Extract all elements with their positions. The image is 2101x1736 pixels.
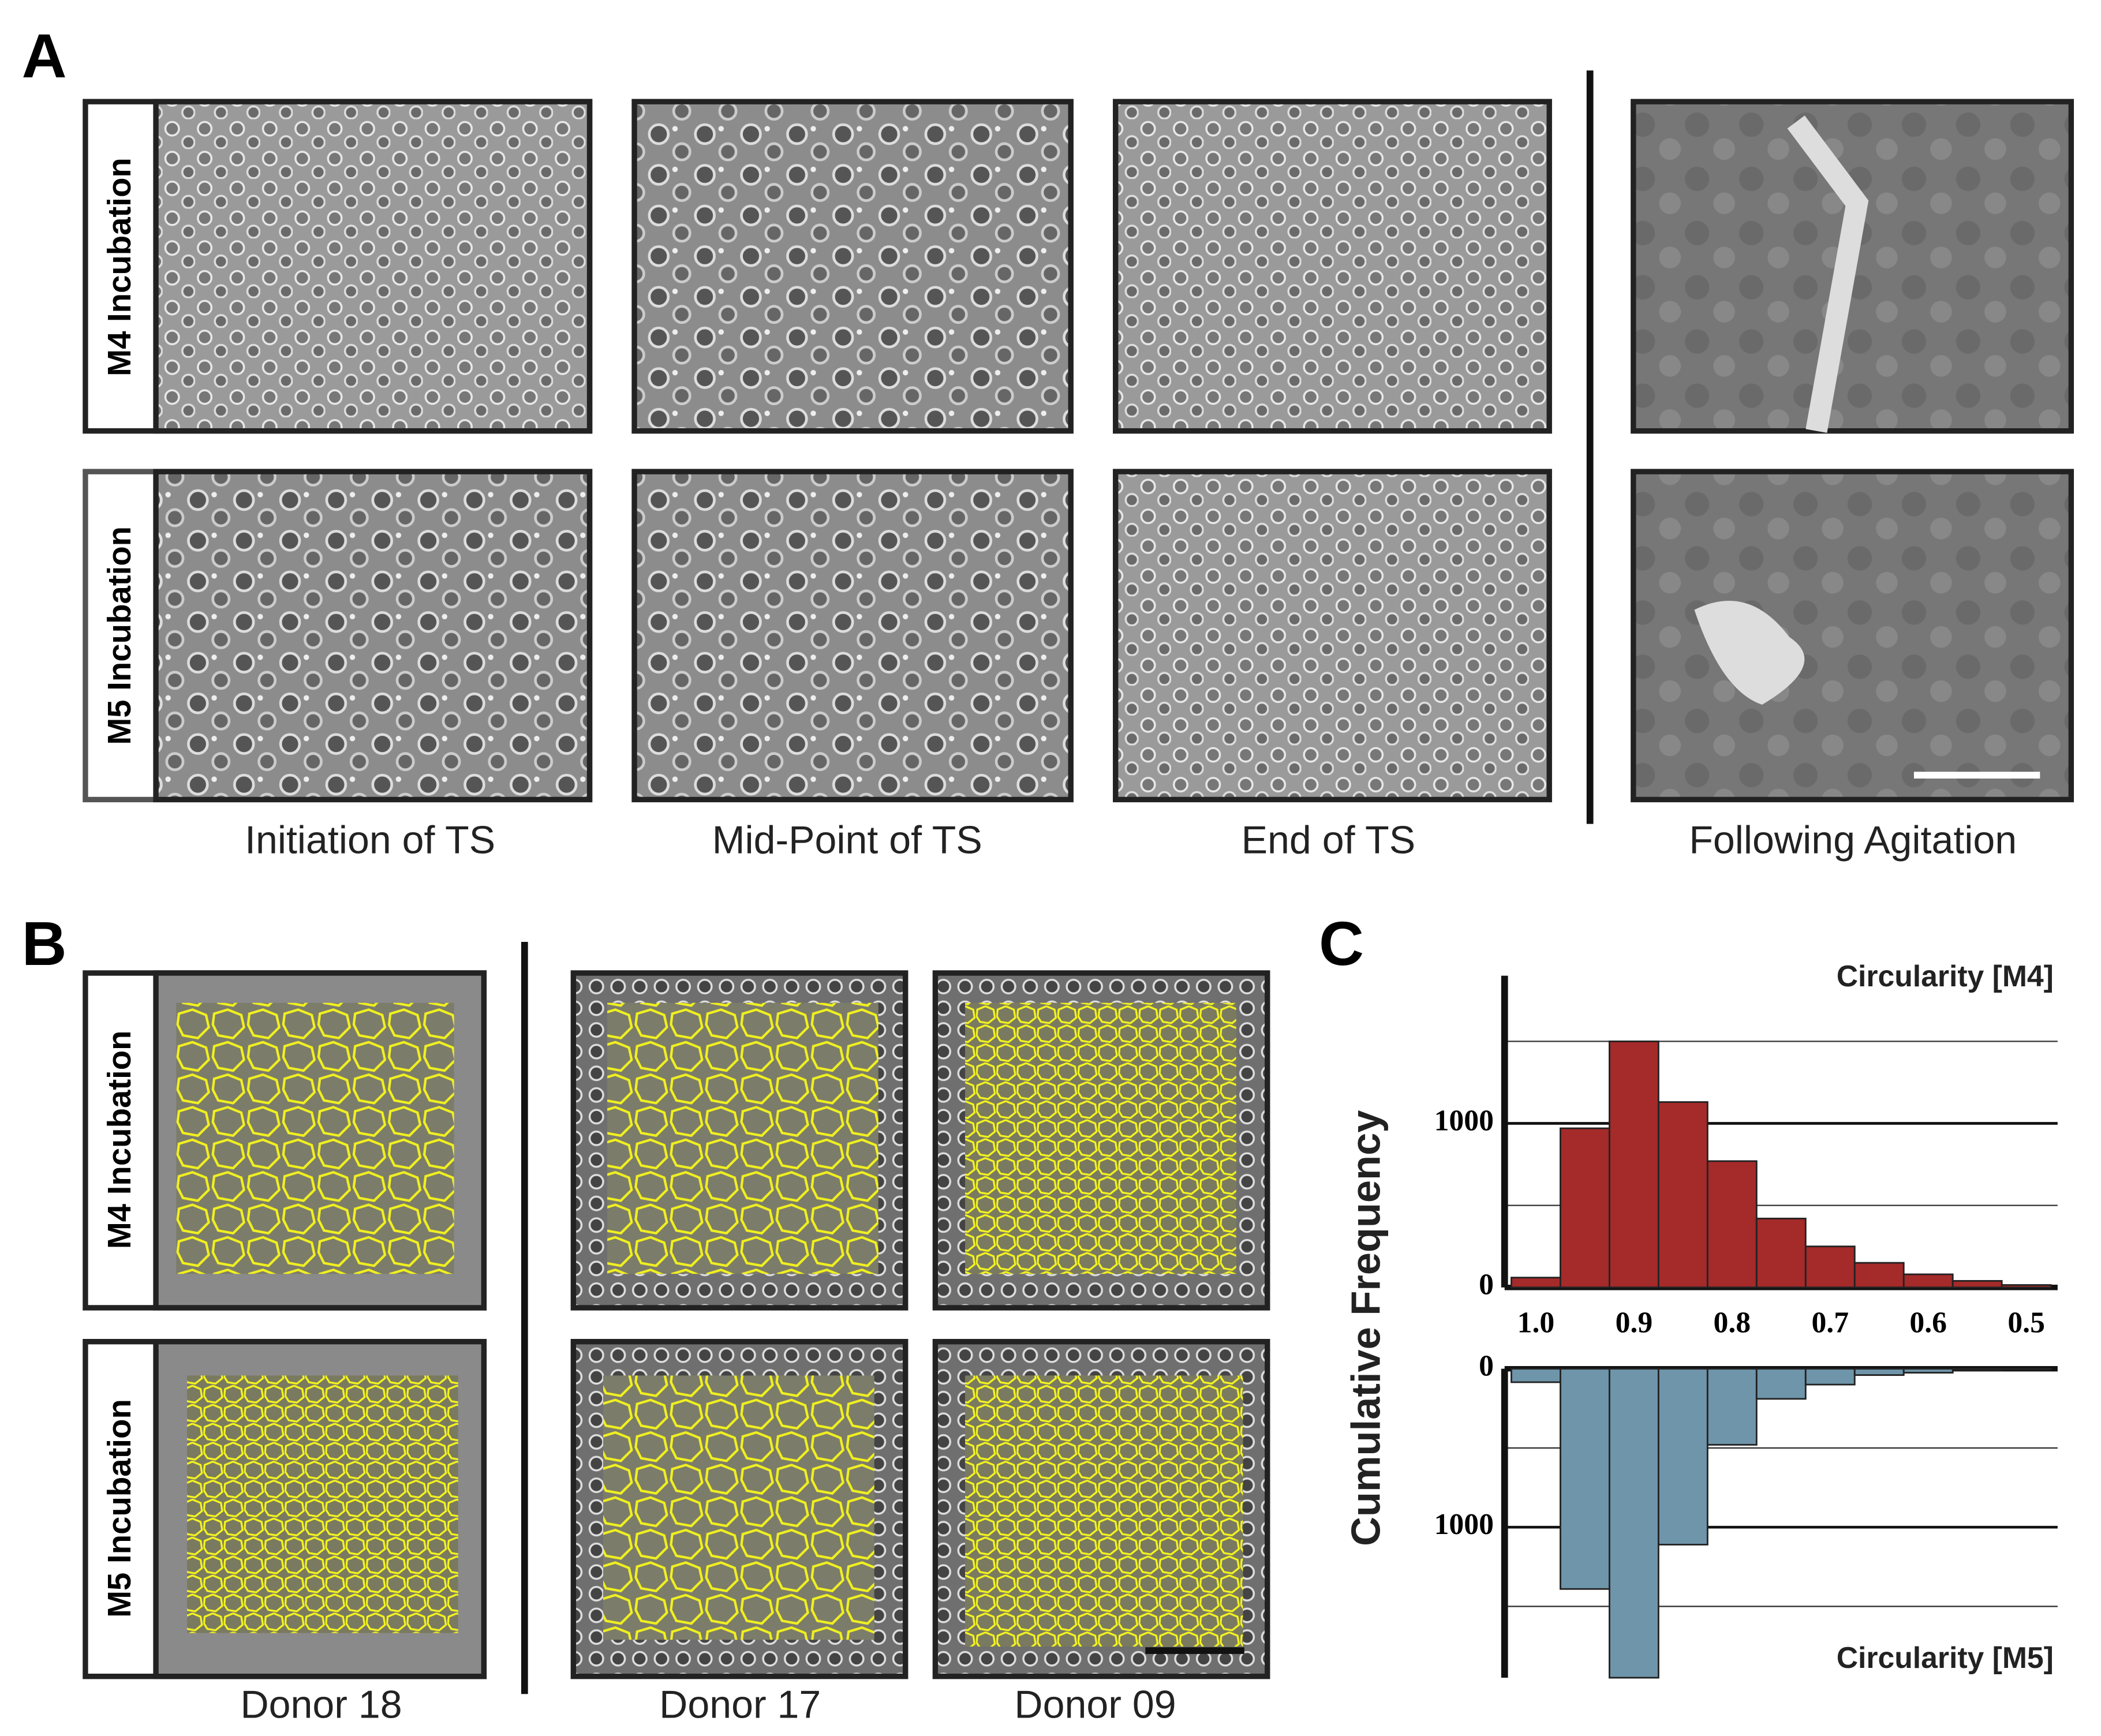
segmentation xyxy=(176,1002,454,1274)
bar xyxy=(1608,1040,1659,1289)
column-label: Initiation of TS xyxy=(245,818,495,862)
bar xyxy=(1853,1368,1905,1376)
bar xyxy=(1560,1127,1610,1289)
bar xyxy=(1657,1101,1709,1289)
series-name: Circularity [M4] xyxy=(1837,959,2054,993)
x-tick-label: 0.9 xyxy=(1616,1306,1653,1339)
x-tick-label: 0.5 xyxy=(2007,1306,2045,1339)
bar xyxy=(1804,1245,1856,1289)
segmentation xyxy=(965,1002,1236,1274)
row-label: M5 Incubation xyxy=(101,1399,137,1618)
y-tick-label: 0 xyxy=(1479,1269,1494,1301)
bar xyxy=(2001,1284,2052,1289)
bar xyxy=(1560,1368,1610,1590)
micrograph xyxy=(631,469,1074,803)
bar xyxy=(1608,1368,1659,1679)
bar xyxy=(1804,1368,1856,1386)
x-tick-label: 0.8 xyxy=(1714,1306,1751,1339)
debris xyxy=(1787,115,1869,433)
column-label: Donor 09 xyxy=(1014,1683,1176,1727)
bar xyxy=(1853,1262,1905,1289)
x-tick-label: 0.7 xyxy=(1811,1306,1849,1339)
x-tick-label: 1.0 xyxy=(1517,1306,1555,1339)
y-tick-label: 0 xyxy=(1479,1350,1494,1383)
segmentation-overlays xyxy=(176,1002,1243,1647)
micrograph xyxy=(1631,469,2074,803)
y-tick-label: 1000 xyxy=(1434,1508,1494,1541)
bar xyxy=(2001,1368,2052,1371)
segmentation xyxy=(607,1002,878,1274)
row-label: M4 Incubation xyxy=(101,158,137,376)
y-tick-label: 1000 xyxy=(1434,1104,1494,1137)
segmentation xyxy=(965,1375,1243,1647)
column-label: Donor 18 xyxy=(240,1683,402,1727)
bar xyxy=(1952,1279,2003,1289)
column-label: Following Agitation xyxy=(1689,818,2017,862)
column-label: Mid-Point of TS xyxy=(712,818,982,862)
micrograph xyxy=(153,99,593,434)
panel-label: A xyxy=(22,21,67,91)
panel-a-images xyxy=(83,99,2074,803)
micrograph xyxy=(1113,469,1552,803)
segmentation xyxy=(603,1375,874,1640)
micrograph xyxy=(1113,99,1552,434)
panel-label: C xyxy=(1319,908,1364,978)
micrograph xyxy=(631,99,1074,434)
bar xyxy=(1706,1368,1758,1446)
row-label: M5 Incubation xyxy=(101,526,137,745)
bar xyxy=(1657,1368,1709,1546)
bar xyxy=(1511,1368,1561,1383)
x-tick-label: 0.6 xyxy=(1909,1306,1947,1339)
histogram: 0 1000 Circularity [M4] 0 1000 Circularity [M… xyxy=(1434,959,2058,1679)
bar xyxy=(1755,1368,1807,1400)
bar xyxy=(1902,1273,1954,1289)
bar xyxy=(1755,1217,1807,1289)
column-label: Donor 17 xyxy=(659,1683,821,1727)
segmentation xyxy=(187,1375,458,1633)
y-axis-label: Cumulative Frequency xyxy=(1343,1110,1388,1546)
panel-label: B xyxy=(22,908,67,978)
debris xyxy=(1694,601,1805,705)
bar xyxy=(1511,1277,1561,1289)
bar xyxy=(1706,1160,1758,1289)
micrograph xyxy=(153,469,593,803)
column-label: End of TS xyxy=(1242,818,1416,862)
series-name: Circularity [M5] xyxy=(1837,1641,2054,1674)
bar xyxy=(1902,1368,1954,1374)
row-label: M4 Incubation xyxy=(101,1030,137,1249)
bar xyxy=(1952,1368,2003,1371)
